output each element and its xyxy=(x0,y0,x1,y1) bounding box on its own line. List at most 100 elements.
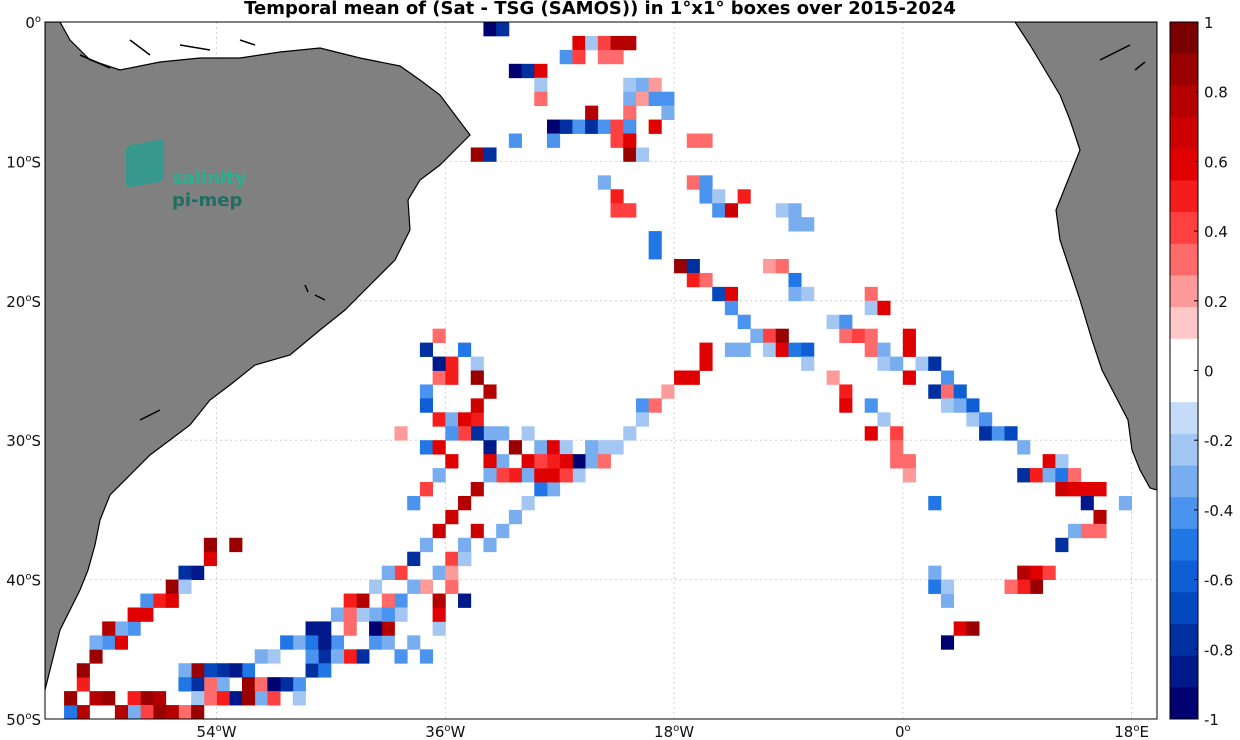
colorbar-segment xyxy=(1170,243,1198,276)
grid-cell xyxy=(470,398,484,413)
grid-cell xyxy=(699,189,713,204)
grid-cell xyxy=(229,537,243,553)
colorbar-tick-label: 0.8 xyxy=(1204,84,1228,102)
grid-cell xyxy=(1068,468,1082,483)
grid-cell xyxy=(559,468,573,483)
grid-cell xyxy=(496,523,510,539)
grid-cell xyxy=(623,105,637,120)
grid-cell xyxy=(178,663,192,678)
grid-cell xyxy=(546,482,561,497)
grid-cell xyxy=(940,384,955,399)
grid-cell xyxy=(864,342,878,357)
lat-tick-label: 40oS xyxy=(6,572,41,590)
grid-cell xyxy=(470,147,484,162)
colorbar-tick-label: 1 xyxy=(1204,14,1214,32)
colorbar-tick-label: -1 xyxy=(1204,711,1219,729)
grid-cell xyxy=(559,49,573,65)
grid-cell xyxy=(623,91,637,107)
grid-cell xyxy=(839,384,853,399)
grid-cell xyxy=(127,691,141,706)
grid-cell xyxy=(801,217,815,232)
grid-cell xyxy=(102,635,116,650)
grid-cell xyxy=(483,537,497,553)
grid-cell xyxy=(178,677,192,692)
grid-cell xyxy=(445,454,459,469)
grid-cell xyxy=(737,314,751,330)
latitude-tick-labels: 0o 10oS 20oS 30oS 40oS 50oS xyxy=(6,14,41,729)
grid-cell xyxy=(127,705,141,719)
grid-cell xyxy=(610,119,624,134)
grid-cell xyxy=(114,621,129,636)
grid-cell xyxy=(940,635,955,650)
grid-cell xyxy=(432,593,446,608)
grid-cell xyxy=(991,426,1005,441)
grid-cell xyxy=(216,677,230,692)
grid-cell xyxy=(966,412,980,427)
grid-cell xyxy=(343,649,357,664)
grid-cell xyxy=(445,579,459,594)
grid-cell xyxy=(318,649,332,664)
grid-cell xyxy=(419,649,434,664)
grid-cell xyxy=(928,384,942,399)
grid-cell xyxy=(419,440,434,455)
grid-cell xyxy=(369,635,383,650)
colorbar-tick-label: -0.6 xyxy=(1204,572,1233,590)
grid-cell xyxy=(1042,565,1056,580)
grid-cell xyxy=(470,412,484,427)
colorbar-segment xyxy=(1170,148,1198,181)
colorbar-segment xyxy=(1170,338,1198,371)
grid-cell xyxy=(419,537,434,553)
grid-cell xyxy=(686,258,700,274)
grid-cell xyxy=(788,272,802,288)
grid-cell xyxy=(648,231,662,246)
grid-cell xyxy=(458,342,472,357)
grid-cell xyxy=(902,370,916,385)
colorbar-segment xyxy=(1170,687,1198,720)
grid-cell xyxy=(623,35,637,51)
grid-cell xyxy=(191,663,205,678)
svg-text:salinity: salinity xyxy=(172,168,247,189)
colorbar-tick-label: 0.4 xyxy=(1204,223,1228,241)
grid-cell xyxy=(508,63,522,79)
grid-cell xyxy=(140,607,154,622)
grid-cell xyxy=(343,621,357,636)
grid-cell xyxy=(1068,482,1082,497)
grid-cell xyxy=(839,398,853,413)
grid-cell xyxy=(521,468,535,483)
grid-cell xyxy=(445,356,459,371)
grid-cell xyxy=(140,705,154,719)
grid-cell xyxy=(864,426,878,441)
grid-cell xyxy=(597,119,611,134)
grid-cell xyxy=(496,22,510,37)
grid-cell xyxy=(114,635,129,650)
colorbar-segment xyxy=(1170,433,1198,467)
grid-cell xyxy=(432,412,446,427)
grid-cell xyxy=(165,593,179,608)
grid-cell xyxy=(686,272,700,288)
grid-cell xyxy=(763,258,777,274)
grid-cell xyxy=(750,328,764,344)
grid-cell xyxy=(1042,468,1056,483)
grid-cell xyxy=(1029,579,1044,594)
grid-cell xyxy=(318,663,332,678)
grid-cell xyxy=(64,691,78,706)
grid-cell xyxy=(826,314,840,330)
grid-cell xyxy=(940,398,955,413)
grid-cell xyxy=(508,468,522,483)
salinity-pimep-logo: salinity pi-mep xyxy=(126,139,247,211)
grid-cell xyxy=(940,370,955,385)
grid-cell xyxy=(940,593,955,608)
grid-cell xyxy=(369,621,383,636)
grid-cell xyxy=(546,468,561,483)
grid-cell xyxy=(1093,509,1107,525)
grid-cell xyxy=(902,454,916,469)
grid-cell xyxy=(623,77,637,93)
grid-cell xyxy=(305,621,319,636)
svg-text:pi-mep: pi-mep xyxy=(172,190,242,211)
colorbar-segment xyxy=(1170,180,1198,213)
grid-cell xyxy=(508,133,522,148)
grid-cell xyxy=(610,133,624,148)
grid-cell xyxy=(203,691,217,706)
grid-cell xyxy=(928,579,942,594)
